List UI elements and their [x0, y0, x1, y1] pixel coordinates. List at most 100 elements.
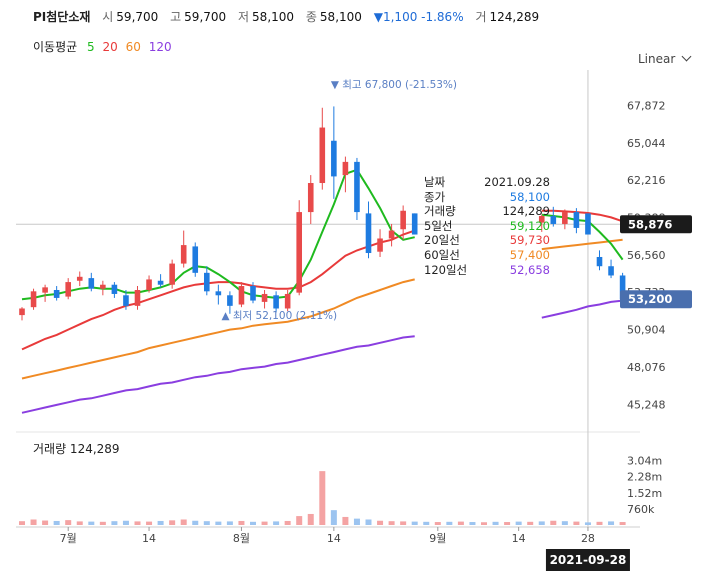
y-tick-label: 62,216 — [627, 174, 666, 187]
ma-legend-120: 120 — [148, 40, 172, 54]
candle — [273, 295, 279, 309]
volume-bar — [99, 521, 106, 525]
volume-bar — [457, 521, 464, 525]
volume-bar — [296, 516, 303, 525]
volume-bar — [284, 520, 291, 525]
volume-bar — [469, 522, 476, 525]
volume-bar — [169, 520, 176, 525]
volume-bar — [573, 521, 580, 525]
candle — [123, 295, 129, 306]
y-tick-label: 48,076 — [627, 361, 666, 374]
min-price-annotation: ▲ 최저 52,100 (2.11%) — [221, 310, 337, 322]
tooltip-row: 60일선 57,400 — [424, 248, 550, 263]
crosshair-tooltip: 날짜 2021.09.28 종가 58,100 거래량 124,289 5일선 59,1… — [424, 175, 550, 277]
candle — [146, 279, 152, 290]
volume-bar — [180, 519, 187, 525]
tooltip-value: 59,730 — [509, 233, 550, 248]
candle — [307, 183, 314, 213]
volume-bar — [250, 521, 256, 525]
volume-label: 거 — [475, 10, 487, 24]
candle — [100, 284, 106, 289]
volume-bar — [527, 521, 534, 525]
tooltip-row: 거래량 124,289 — [424, 204, 550, 219]
volume-bar — [388, 521, 395, 525]
candle — [192, 246, 199, 273]
volume-bar — [608, 521, 615, 525]
volume-bar — [377, 520, 384, 525]
volume-bar — [65, 520, 72, 525]
x-tick-label: 9월 — [429, 532, 446, 545]
low-value: 58,100 — [252, 10, 295, 24]
tooltip-row: 종가 58,100 — [424, 190, 550, 205]
change-value: ▼1,100 -1.86% — [373, 10, 464, 24]
tooltip-row: 120일선 52,658 — [424, 263, 550, 278]
volume-bar — [76, 521, 83, 525]
last-price-label-bg — [620, 290, 692, 309]
y-tick-label: 65,044 — [627, 137, 666, 150]
candle — [238, 286, 245, 305]
volume-bar — [584, 522, 591, 525]
x-tick-label: 14 — [512, 532, 526, 545]
tooltip-value: 59,120 — [509, 218, 550, 233]
volume-bar — [365, 519, 372, 525]
ma20-line — [21, 229, 416, 351]
tooltip-label: 날짜 — [424, 175, 446, 189]
candle — [596, 256, 603, 267]
volume-bar — [192, 520, 199, 525]
tooltip-value: 57,400 — [509, 247, 550, 262]
volume-bar — [400, 521, 407, 525]
ma120-line — [21, 335, 415, 414]
y-tick-label: 50,904 — [627, 324, 666, 337]
candle — [354, 161, 360, 213]
volume-bar — [215, 521, 222, 525]
volume-bar — [492, 521, 499, 525]
volume-bar — [53, 520, 60, 525]
volume-bar — [88, 521, 95, 525]
volume-bar — [538, 521, 545, 525]
volume-bar — [434, 522, 441, 525]
high-value: 59,700 — [184, 10, 227, 24]
volume-bar — [550, 520, 557, 525]
candle — [319, 127, 326, 184]
volume-value: 124,289 — [489, 10, 540, 24]
volume-bar — [238, 520, 245, 525]
volume-bar — [273, 521, 280, 525]
volume-bar — [42, 520, 49, 525]
volume-bar — [561, 521, 568, 525]
tooltip-row: 5일선 59,120 — [424, 219, 550, 234]
candle — [169, 263, 175, 285]
volume-bar — [515, 521, 522, 525]
volume-bar — [423, 521, 430, 525]
candle — [573, 212, 580, 228]
max-price-annotation: ▼ 최고 67,800 (-21.53%) — [331, 79, 457, 91]
volume-bar — [342, 516, 349, 525]
candle — [550, 216, 557, 224]
volume-bar — [330, 510, 337, 525]
candle — [585, 213, 591, 235]
open-label: 시 — [102, 10, 114, 24]
scale-dropdown[interactable]: Linear — [638, 51, 692, 66]
ma-legend-5: 5 — [87, 40, 95, 54]
x-tick-label: 14 — [142, 532, 156, 545]
candle — [215, 291, 222, 296]
tooltip-row: 20일선 59,730 — [424, 233, 550, 248]
candle — [111, 284, 118, 294]
tooltip-label: 종가 — [424, 189, 446, 204]
tooltip-value: 58,100 — [509, 189, 550, 204]
candle — [388, 230, 395, 239]
volume-bar — [122, 520, 129, 525]
candle — [261, 293, 268, 302]
volume-bar — [203, 521, 210, 525]
candle — [42, 287, 48, 293]
volume-bar — [411, 521, 418, 525]
ma-legend[interactable]: 이동평균 5 20 60 120 — [33, 38, 178, 55]
volume-bar — [261, 521, 268, 525]
volume-bar — [111, 521, 118, 525]
ma-legend-20: 20 — [102, 40, 118, 54]
candle — [30, 291, 37, 308]
low-label: 저 — [238, 10, 250, 24]
x-tick-label: 7월 — [60, 532, 77, 545]
volume-bar — [157, 520, 164, 525]
candle — [400, 210, 406, 230]
